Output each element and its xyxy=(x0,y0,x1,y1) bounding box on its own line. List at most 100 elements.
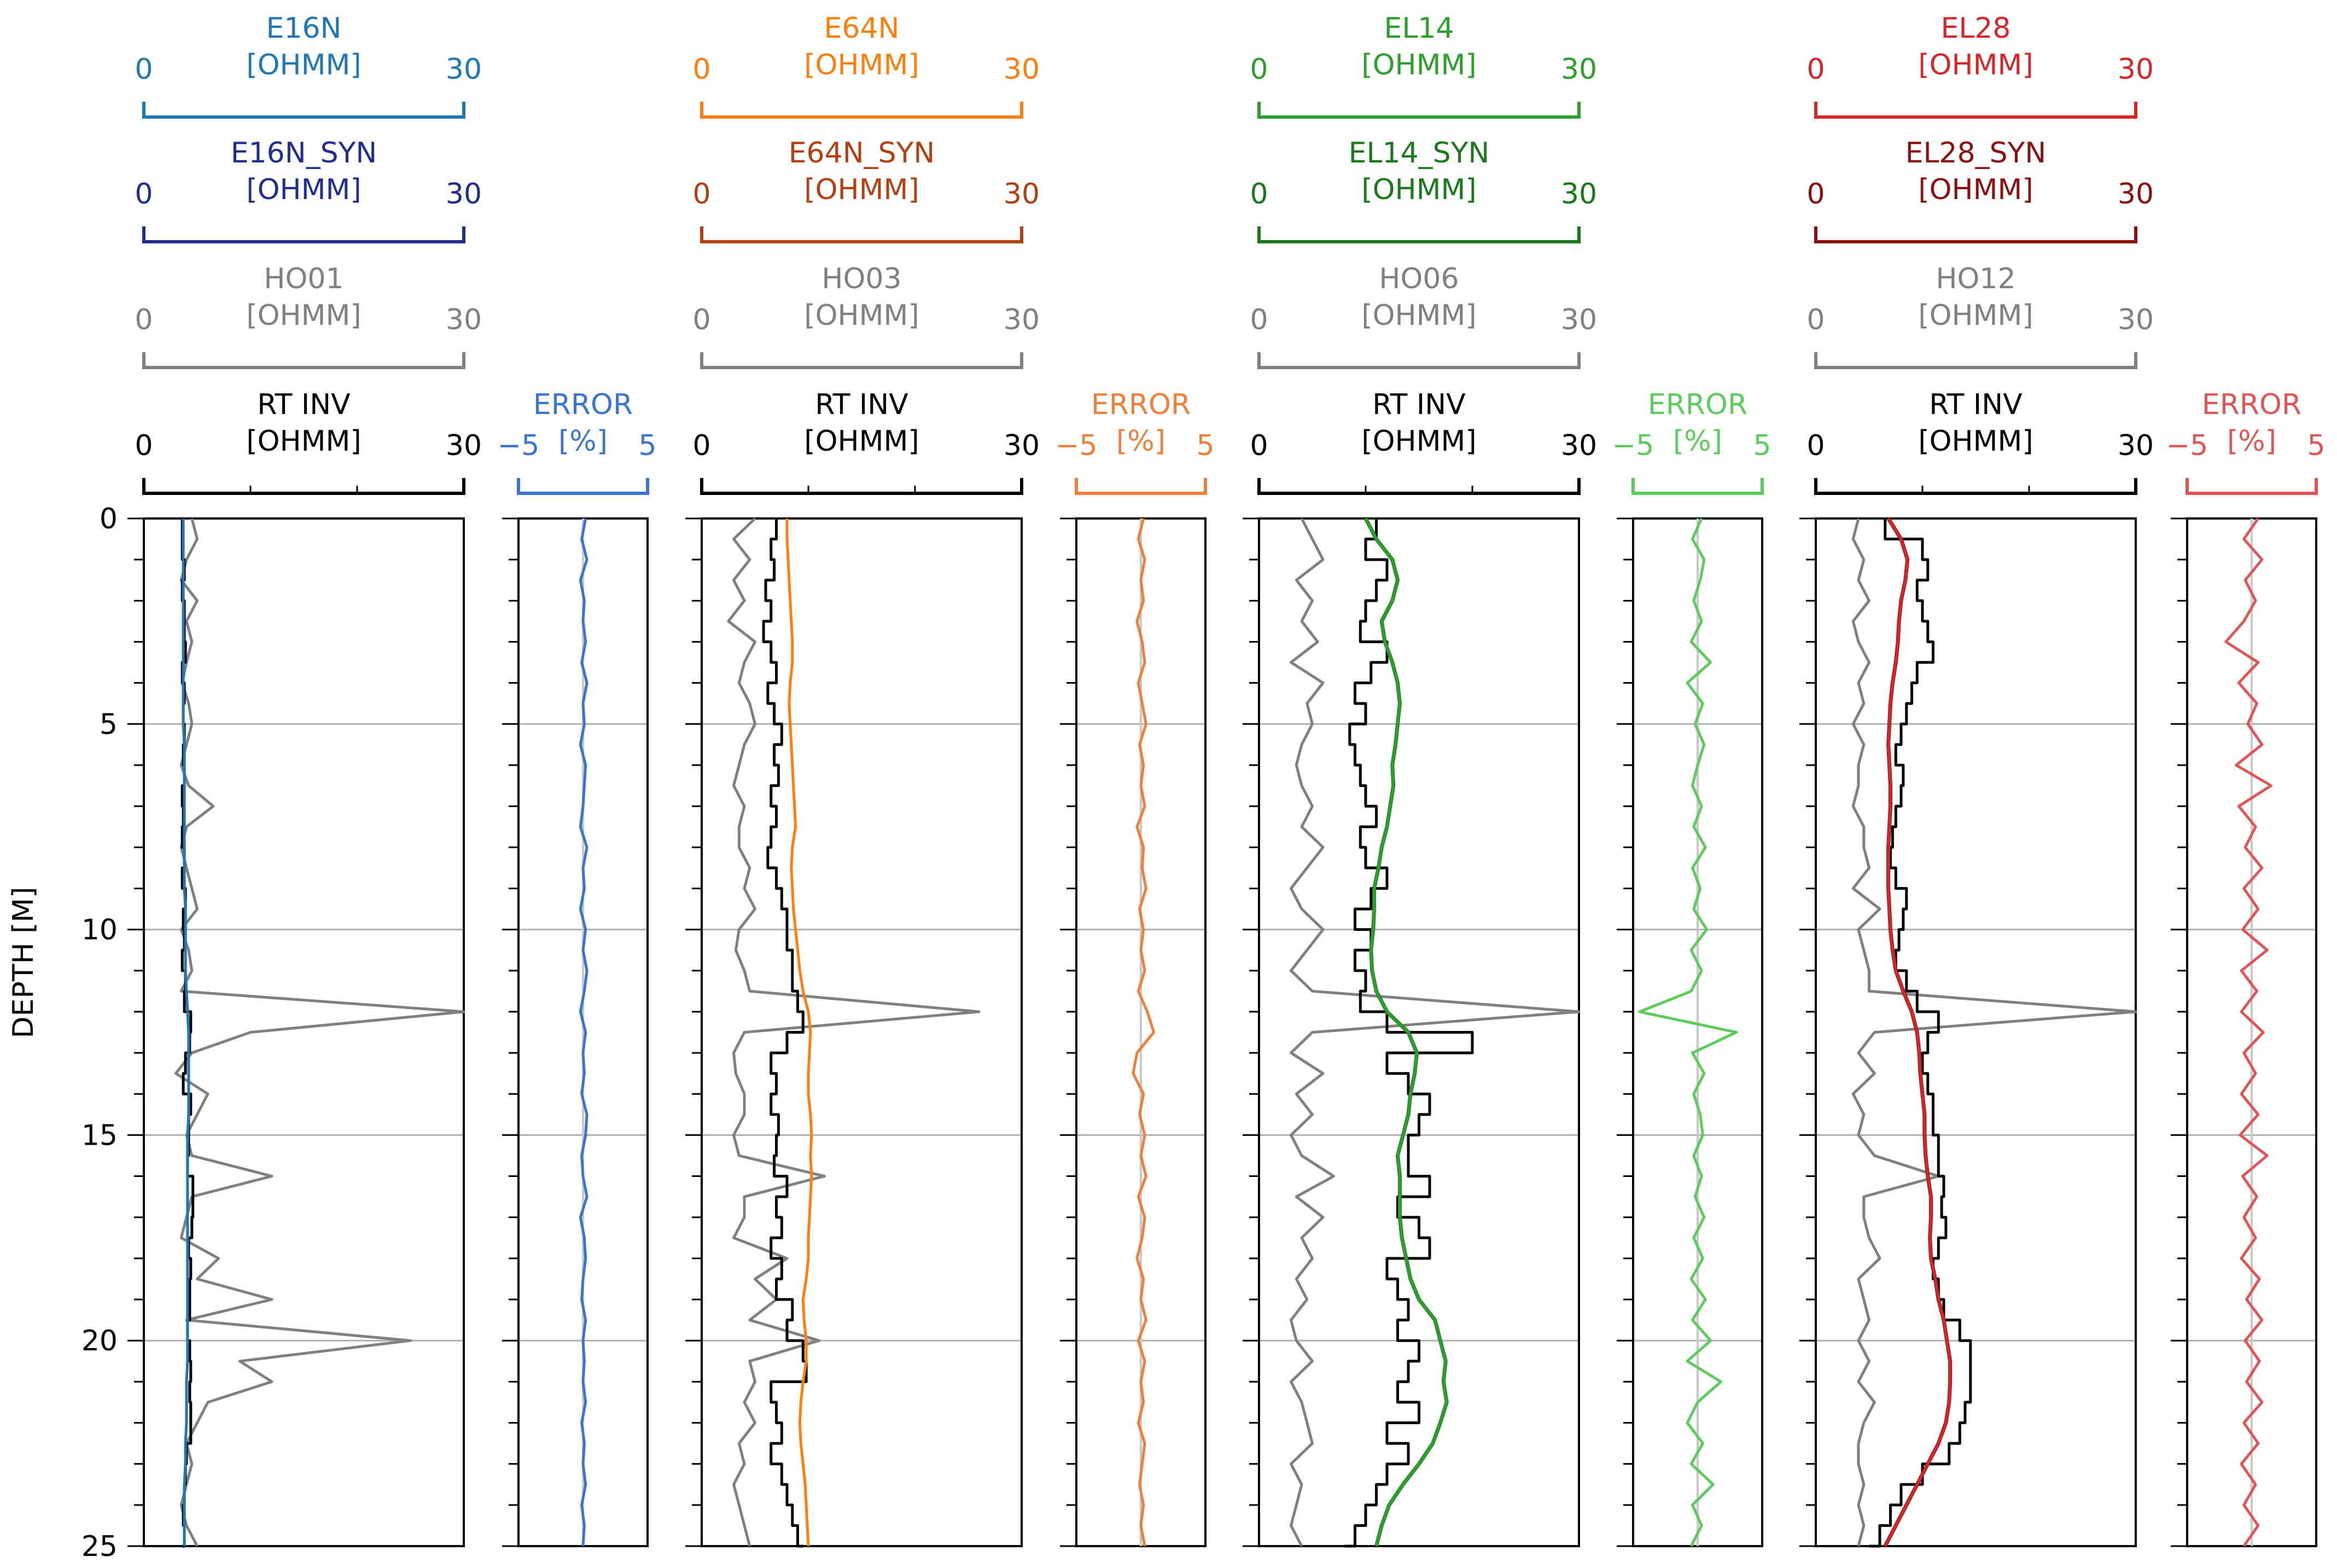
ho-curve xyxy=(1851,518,2137,1547)
header-max: 30 xyxy=(1004,178,1040,211)
error-curve xyxy=(579,518,588,1547)
header-ho: HO01 [OHMM] 0 30 xyxy=(135,263,482,369)
header-max: 30 xyxy=(1004,304,1040,336)
track-frame xyxy=(1258,517,1580,1547)
header-unit: [%] xyxy=(1673,425,1722,458)
track-frame xyxy=(1815,517,2137,1547)
header-min: 0 xyxy=(135,53,153,86)
header-label: ERROR xyxy=(1648,388,1747,421)
header-max: 30 xyxy=(446,53,482,86)
header-label: ERROR xyxy=(533,388,633,421)
header-unit: [OHMM] xyxy=(1361,173,1476,206)
header-meas: EL28 [OHMM] 0 30 xyxy=(1806,12,2154,119)
header-min: 0 xyxy=(1806,53,1825,86)
header-label: RT INV xyxy=(1372,388,1466,421)
header-rt: RT INV [OHMM] 0 30 xyxy=(1806,388,2154,495)
error-track xyxy=(1060,517,1207,1547)
header-label: RT INV xyxy=(815,388,908,421)
header-unit: [OHMM] xyxy=(246,425,361,458)
header-label: RT INV xyxy=(1929,388,2023,421)
header-unit: [OHMM] xyxy=(1918,49,2033,81)
header-bracket xyxy=(142,352,465,369)
meas-curve xyxy=(785,518,813,1547)
header-max: 5 xyxy=(1753,429,1771,462)
header-label: EL14 xyxy=(1384,12,1454,45)
y-tick-label: 10 xyxy=(81,914,118,947)
track-frame xyxy=(143,517,465,1547)
header-label: E64N_SYN xyxy=(789,137,935,170)
track-el14: EL14 [OHMM] 0 30 EL14_SYN[OHMM]0 30 HO06[OHMM]… xyxy=(1243,12,1771,1548)
y-tick-label: 25 xyxy=(81,1530,118,1563)
header-label: E64N xyxy=(824,12,900,45)
header-min: 0 xyxy=(1806,178,1825,211)
header-min: 0 xyxy=(1250,53,1268,86)
header-max: 30 xyxy=(2118,178,2154,211)
header-bracket xyxy=(1814,478,2137,495)
header-bracket xyxy=(142,478,465,495)
header-bracket xyxy=(700,226,1023,243)
header-bracket xyxy=(142,226,465,243)
header-syn: EL14_SYN[OHMM] 0 30 xyxy=(1250,137,1597,243)
main-track xyxy=(1243,517,1581,1548)
meas-curve xyxy=(1884,517,1952,1547)
header-bracket xyxy=(142,102,465,119)
rt-inv-curve xyxy=(1344,518,1474,1548)
header-max: 30 xyxy=(1561,429,1597,462)
header-max: 30 xyxy=(2118,304,2154,336)
header-error: ERROR [%] −5 5 xyxy=(1612,388,1771,495)
header-min: 0 xyxy=(692,304,710,336)
header-unit: [OHMM] xyxy=(1918,173,2033,206)
header-max: 30 xyxy=(446,304,482,336)
y-tick-label: 5 xyxy=(100,708,118,741)
error-curve xyxy=(1132,518,1156,1547)
header-bracket xyxy=(700,102,1023,119)
header-label: EL28 xyxy=(1941,12,2011,45)
main-track xyxy=(1799,517,2137,1548)
header-min: 0 xyxy=(1806,429,1825,462)
header-syn: E16N_SYN[OHMM] 0 30 xyxy=(135,137,482,243)
header-bracket xyxy=(700,478,1023,495)
header-label: E16N_SYN xyxy=(231,137,377,170)
header-min: −5 xyxy=(498,429,540,462)
header-error: ERROR [%] −5 5 xyxy=(498,388,657,495)
header-max: 30 xyxy=(1561,304,1597,336)
header-error: ERROR [%] −5 5 xyxy=(2166,388,2326,495)
header-ho: HO06 [OHMM] 0 30 xyxy=(1250,263,1597,369)
header-unit: [OHMM] xyxy=(246,299,361,332)
header-max: 30 xyxy=(2118,53,2154,86)
meas-curve xyxy=(1364,517,1448,1547)
header-bracket xyxy=(2186,478,2318,495)
header-max: 5 xyxy=(2307,429,2325,462)
header-min: 0 xyxy=(692,53,710,86)
header-error: ERROR [%] −5 5 xyxy=(1056,388,1215,495)
header-label: ERROR xyxy=(2202,388,2301,421)
header-rt: RT INV [OHMM] 0 30 xyxy=(1250,388,1597,495)
header-unit: [OHMM] xyxy=(804,49,919,81)
header-label: HO12 xyxy=(1936,263,2015,295)
header-max: 30 xyxy=(446,178,482,211)
main-track xyxy=(685,517,1023,1548)
header-syn: EL28_SYN[OHMM] 0 30 xyxy=(1806,137,2154,243)
header-max: 5 xyxy=(1196,429,1214,462)
header-max: 30 xyxy=(1004,53,1040,86)
error-curve xyxy=(1638,517,1738,1547)
header-unit: [OHMM] xyxy=(804,173,919,206)
header-bracket xyxy=(1257,478,1581,495)
header-min: 0 xyxy=(1250,429,1268,462)
y-tick-label: 15 xyxy=(81,1119,118,1152)
error-curve xyxy=(2224,517,2272,1547)
header-min: 0 xyxy=(692,178,710,211)
header-bracket xyxy=(1814,352,2137,369)
header-max: 30 xyxy=(1004,429,1040,462)
main-track: 0 5 10 15 20 25 xyxy=(81,503,465,1563)
header-label: EL14_SYN xyxy=(1349,137,1490,170)
meas-curve xyxy=(182,518,190,1546)
header-label: HO06 xyxy=(1379,263,1459,295)
header-unit: [%] xyxy=(558,425,608,458)
header-bracket xyxy=(1257,352,1581,369)
track-frame xyxy=(701,517,1023,1547)
header-meas: E64N [OHMM] 0 30 xyxy=(692,12,1040,119)
